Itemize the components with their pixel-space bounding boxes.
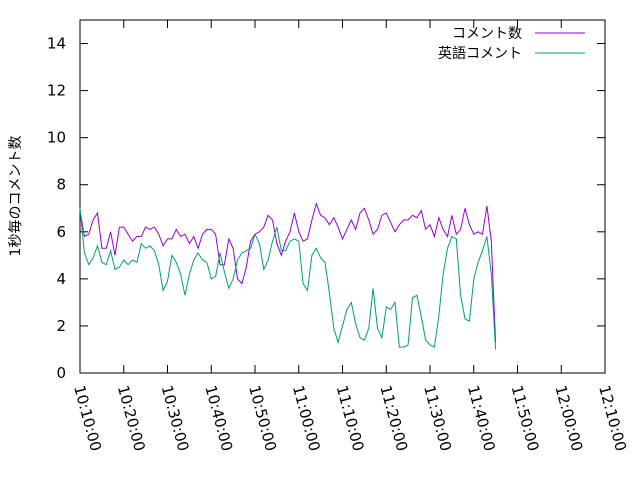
x-tick-label: 11:10:00 [333, 383, 368, 453]
plot-frame [79, 19, 606, 374]
y-axis-title: 1秒毎のコメント数 [8, 136, 24, 257]
x-axis: 10:10:00 10:20:00 10:30:00 10:40:00 10:50:00… [70, 20, 630, 453]
y-tick-label: 10 [47, 129, 66, 147]
series-line-2 [79, 208, 497, 350]
x-tick-label: 11:20:00 [376, 383, 411, 453]
y-tick-label: 14 [47, 35, 66, 53]
series-line-1 [79, 201, 497, 343]
x-tick-label: 11:50:00 [508, 383, 543, 453]
x-tick-label: 12:10:00 [595, 383, 630, 453]
y-axis: 0 2 4 6 8 10 12 14 [47, 35, 605, 382]
x-tick-label: 10:20:00 [114, 383, 149, 453]
y-tick-label: 0 [56, 364, 66, 382]
x-tick-label: 11:30:00 [420, 383, 455, 453]
x-tick-label: 10:50:00 [245, 383, 280, 453]
series-lines [79, 201, 497, 350]
y-tick-label: 2 [56, 317, 66, 335]
y-tick-label: 4 [56, 270, 66, 288]
x-tick-label: 11:40:00 [464, 383, 499, 453]
y-tick-label: 12 [47, 82, 66, 100]
x-tick-label: 10:30:00 [158, 383, 193, 453]
y-tick-label: 6 [56, 223, 66, 241]
legend-label-2: 英語コメント [438, 45, 522, 62]
x-tick-label: 11:00:00 [289, 383, 324, 453]
x-tick-label: 10:40:00 [201, 383, 236, 453]
x-tick-label: 12:00:00 [551, 383, 586, 453]
x-tick-label: 10:10:00 [70, 383, 105, 453]
y-tick-label: 8 [56, 176, 66, 194]
legend-label-1: コメント数 [452, 26, 522, 42]
